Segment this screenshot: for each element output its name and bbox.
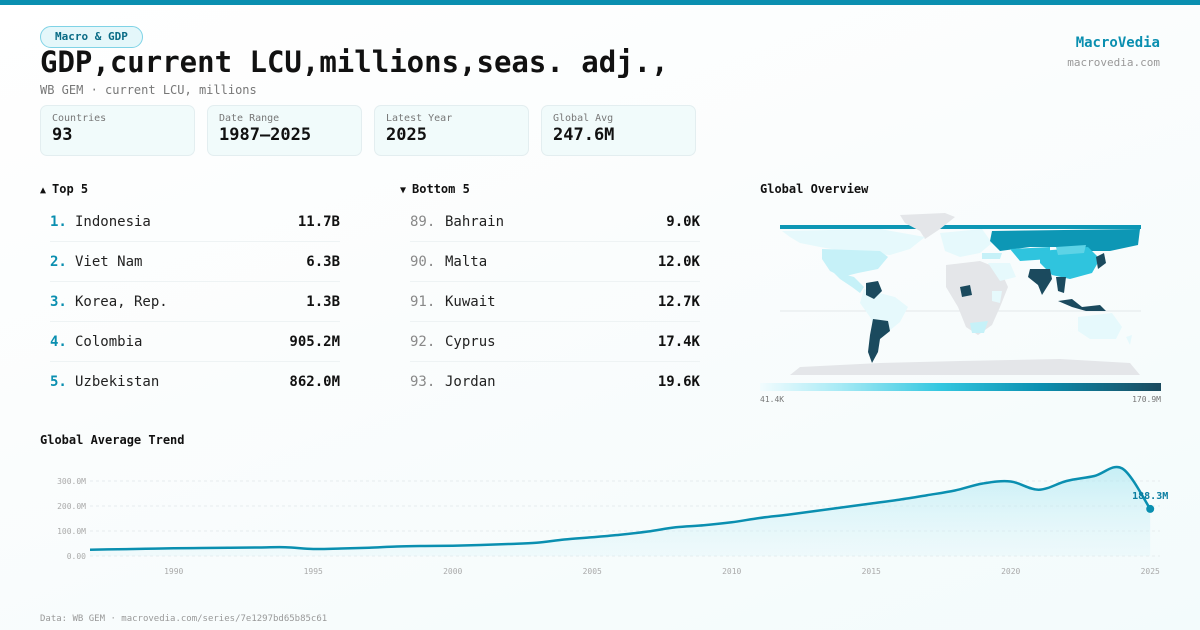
trend-area <box>90 466 1151 556</box>
brand-name[interactable]: MacroVedia <box>1075 35 1160 51</box>
stats-row: Countries 93 Date Range 1987–2025 Latest… <box>40 105 696 156</box>
list-item[interactable]: 5. Uzbekistan 862.0M <box>50 374 340 390</box>
trend-end-label: 188.3M <box>1132 491 1168 502</box>
legend-max-label: 170.9M <box>1132 395 1161 404</box>
x-axis-ticks: 1990 1995 2000 2005 2010 2015 2020 2025 <box>164 567 1160 576</box>
brand-url[interactable]: macrovedia.com <box>1067 56 1160 69</box>
svg-text:1990: 1990 <box>164 567 183 576</box>
list-item[interactable]: 1. Indonesia 11.7B <box>50 202 340 242</box>
svg-text:2025: 2025 <box>1141 567 1160 576</box>
y-axis-ticks: 0.00 100.0M 200.0M 300.0M <box>57 477 86 561</box>
stat-value: 2025 <box>386 125 427 145</box>
svg-text:0.00: 0.00 <box>67 552 86 561</box>
stat-card-global-avg: Global Avg 247.6M <box>541 105 696 156</box>
list-item[interactable]: 2. Viet Nam 6.3B <box>50 242 340 282</box>
stat-card-date-range: Date Range 1987–2025 <box>207 105 362 156</box>
stat-card-latest-year: Latest Year 2025 <box>374 105 529 156</box>
svg-text:2005: 2005 <box>583 567 602 576</box>
list-item[interactable]: 93. Jordan 19.6K <box>410 374 700 390</box>
triangle-up-icon: ▲ <box>40 185 47 196</box>
footer-source: Data: WB GEM · macrovedia.com/series/7e1… <box>40 614 328 624</box>
bottom-5-list: ▼ Bottom 5 89. Bahrain 9.0K 90. Malta 12.0K 9… <box>400 182 700 402</box>
map-color-legend <box>760 383 1161 391</box>
world-choropleth-map[interactable] <box>760 207 1161 377</box>
list-item[interactable]: 3. Korea, Rep. 1.3B <box>50 282 340 322</box>
legend-min-label: 41.4K <box>760 395 785 404</box>
list-item[interactable]: 89. Bahrain 9.0K <box>410 202 700 242</box>
map-legend-labels: 41.4K 170.9M <box>760 395 1161 404</box>
global-overview-map: Global Overview <box>760 182 1161 404</box>
svg-text:2000: 2000 <box>443 567 462 576</box>
stat-value: 1987–2025 <box>219 125 312 145</box>
svg-text:1995: 1995 <box>304 567 323 576</box>
trend-line <box>89 465 1152 551</box>
top-accent-bar <box>0 0 1200 5</box>
list-item[interactable]: 91. Kuwait 12.7K <box>410 282 700 322</box>
page-subtitle: WB GEM · current LCU, millions <box>40 83 257 97</box>
svg-text:100.0M: 100.0M <box>57 527 86 536</box>
svg-text:200.0M: 200.0M <box>57 502 86 511</box>
trend-title: Global Average Trend <box>40 433 185 447</box>
svg-text:2015: 2015 <box>862 567 881 576</box>
global-average-trend-chart[interactable]: 0.00 100.0M 200.0M 300.0M 1990 1995 2000 2005 2… <box>0 455 1200 585</box>
map-title: Global Overview <box>760 182 869 196</box>
stat-value: 93 <box>52 125 73 145</box>
stat-label: Countries <box>52 113 107 124</box>
page-title: GDP,current LCU,millions,seas. adj., <box>40 45 669 79</box>
list-item[interactable]: 4. Colombia 905.2M <box>50 322 340 362</box>
brand: MacroVedia macrovedia.com <box>1067 35 1160 69</box>
stat-card-countries: Countries 93 <box>40 105 195 156</box>
svg-text:300.0M: 300.0M <box>57 477 86 486</box>
top-5-heading: ▲ Top 5 <box>40 182 89 196</box>
svg-text:2020: 2020 <box>1001 567 1020 576</box>
stat-label: Global Avg <box>553 113 614 124</box>
list-item[interactable]: 90. Malta 12.0K <box>410 242 700 282</box>
category-badge[interactable]: Macro & GDP <box>40 26 143 48</box>
top-5-list: ▲ Top 5 1. Indonesia 11.7B 2. Viet Nam 6.3B 3… <box>40 182 340 402</box>
trend-end-point[interactable] <box>1146 504 1155 513</box>
list-item[interactable]: 92. Cyprus 17.4K <box>410 322 700 362</box>
stat-label: Date Range <box>219 113 280 124</box>
svg-text:2010: 2010 <box>722 567 741 576</box>
triangle-down-icon: ▼ <box>400 185 407 196</box>
stat-value: 247.6M <box>553 125 615 145</box>
bottom-5-heading: ▼ Bottom 5 <box>400 182 470 196</box>
stat-label: Latest Year <box>386 113 453 124</box>
